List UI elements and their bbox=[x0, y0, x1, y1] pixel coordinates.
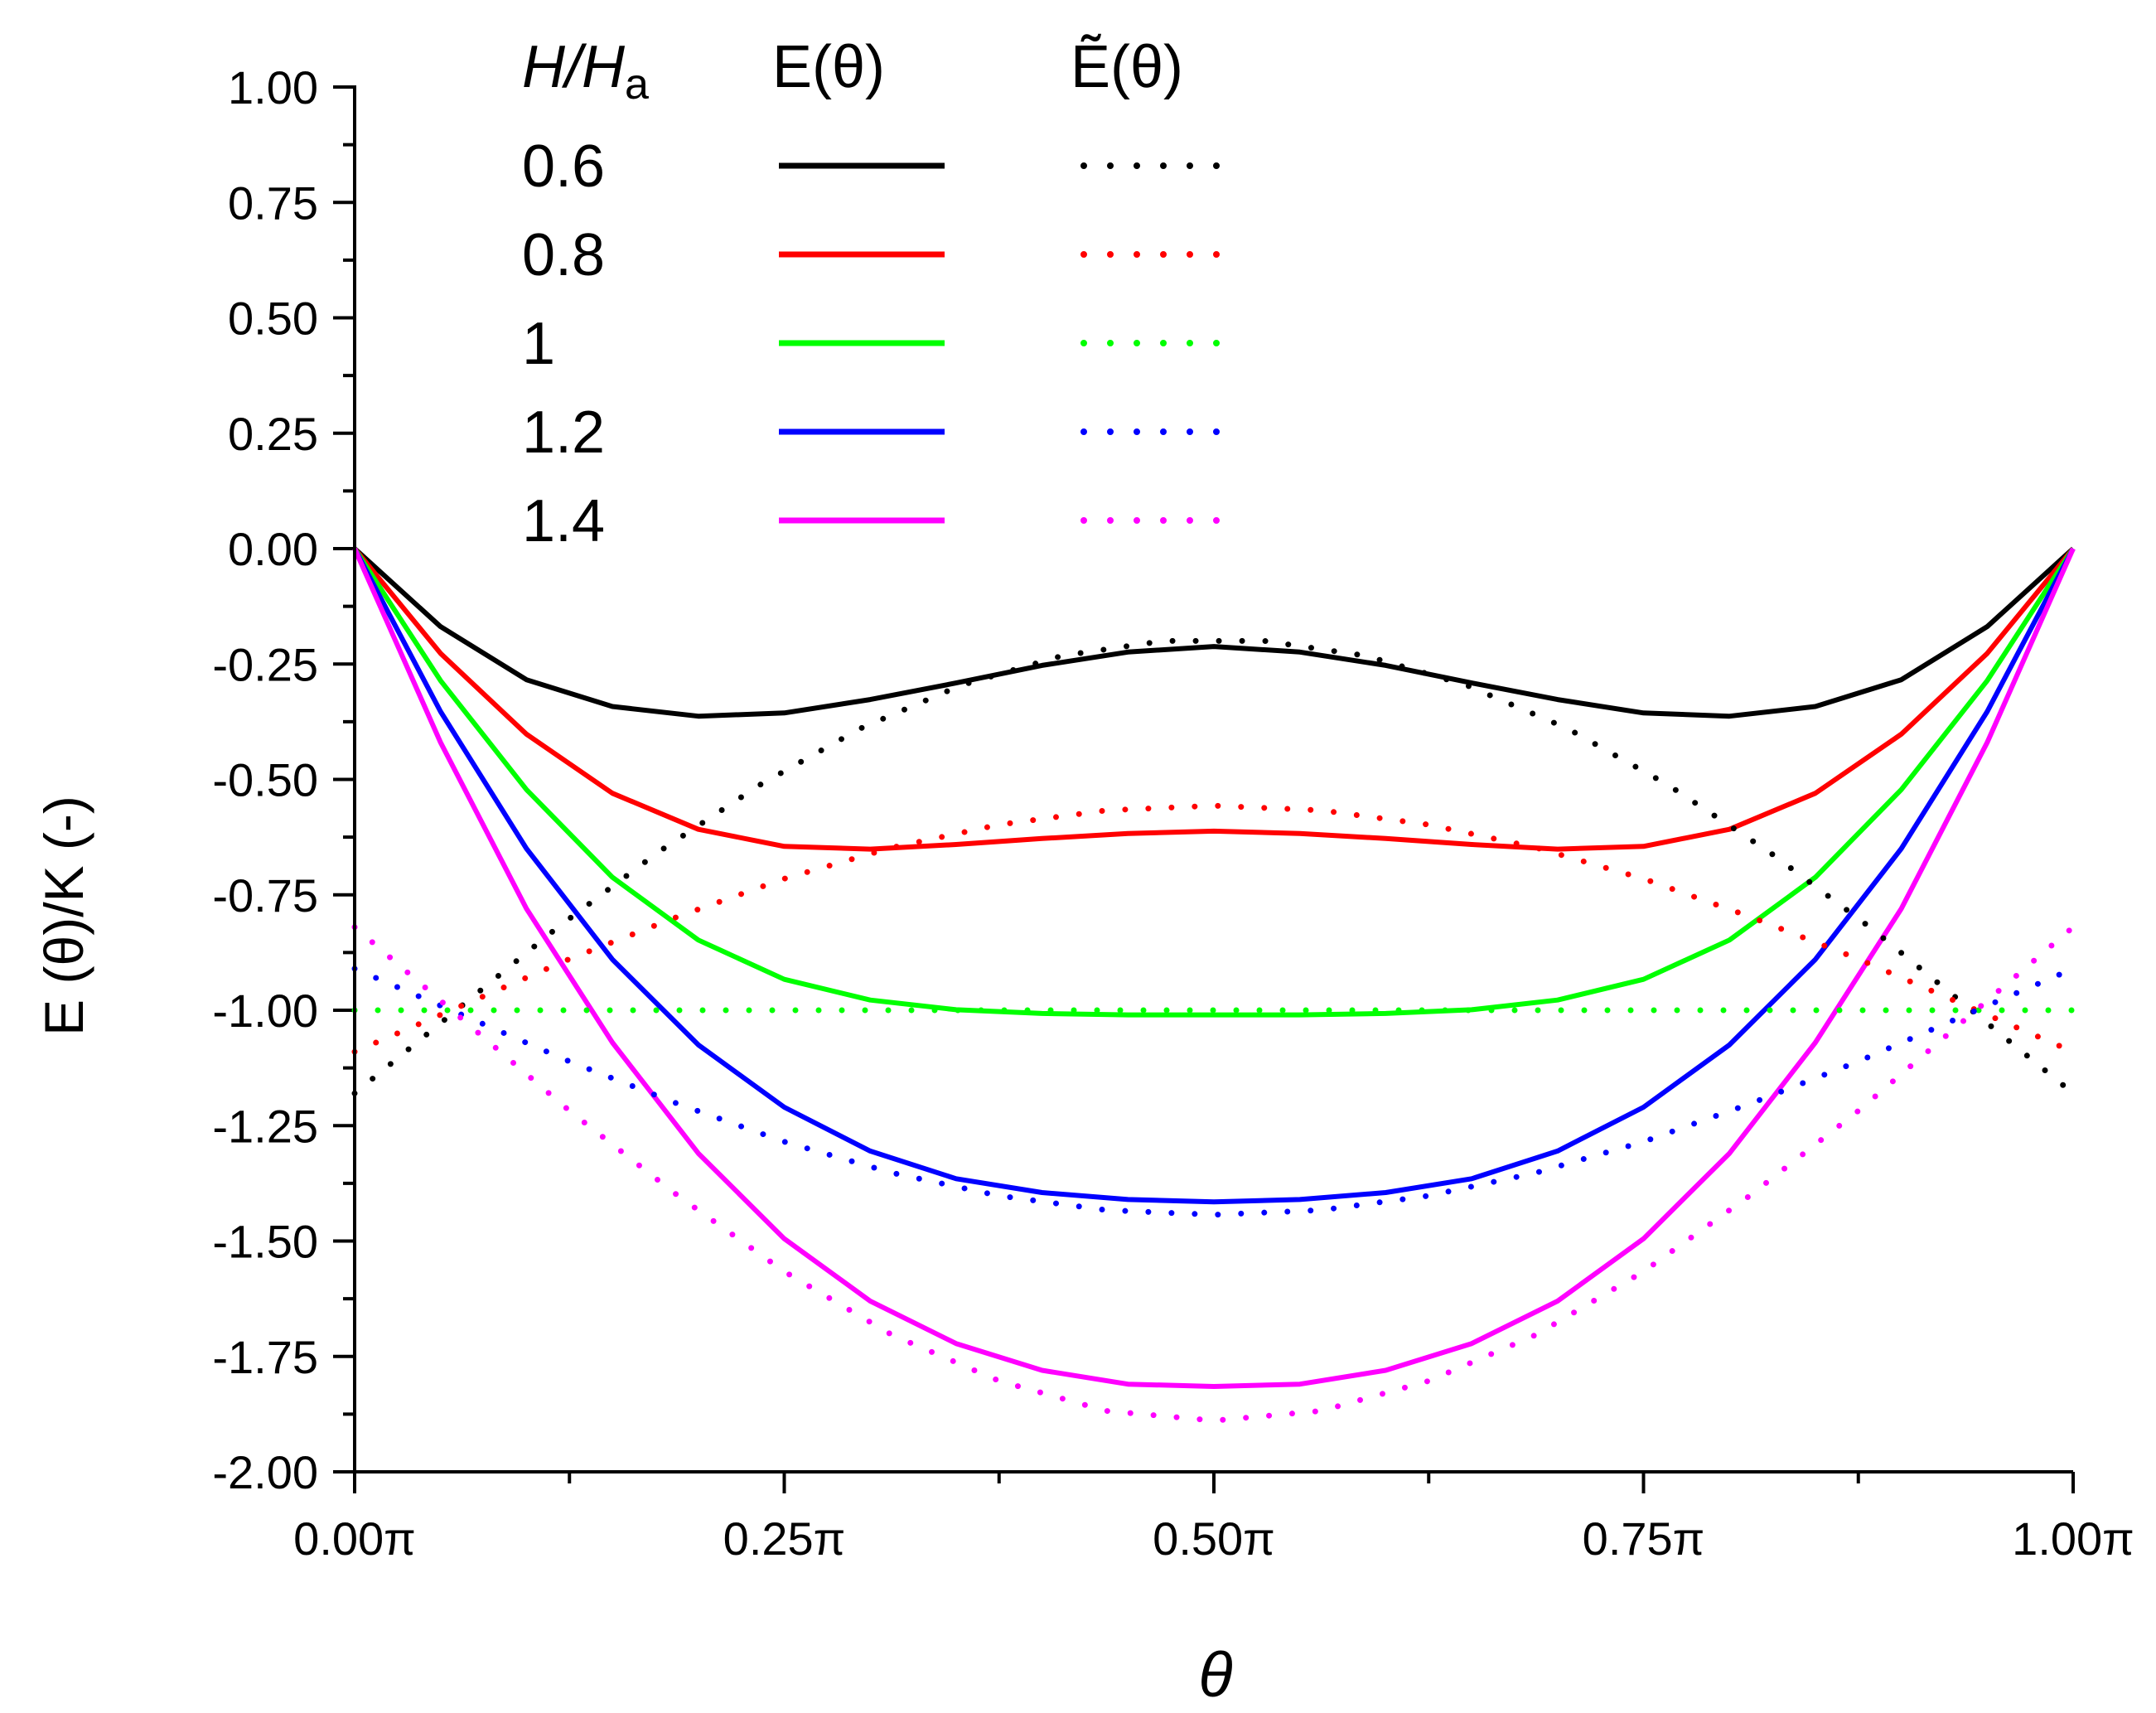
legend-label: 1.2 bbox=[522, 399, 605, 466]
series-layer bbox=[351, 546, 2076, 1424]
legend-header-approx: E͂(θ) bbox=[1071, 34, 1183, 100]
legend-label: 1.4 bbox=[522, 488, 605, 554]
approx-series-line-1.4 bbox=[351, 924, 2076, 1424]
y-tick-label: 0.25 bbox=[228, 408, 318, 460]
y-tick-label: -0.25 bbox=[212, 638, 318, 690]
exact-series-line-1.2 bbox=[352, 547, 2076, 1205]
y-tick-label: -0.75 bbox=[212, 869, 318, 922]
legend: H/Ha E(θ) E͂(θ) 0.6 0.8 1 1.2 1.4 bbox=[522, 34, 1221, 554]
legend-label: 0.8 bbox=[522, 222, 605, 288]
axis-ticks bbox=[333, 85, 2075, 1493]
exact-series-line-1 bbox=[352, 547, 2076, 1018]
x-tick-label: 0.25π bbox=[723, 1512, 846, 1565]
legend-label: 1 bbox=[522, 311, 555, 377]
exact-series-line-0.6 bbox=[352, 546, 2076, 719]
x-tick-label: 0.00π bbox=[293, 1512, 416, 1565]
y-tick-label: -1.50 bbox=[212, 1216, 318, 1268]
legend-label: 0.6 bbox=[522, 133, 605, 200]
y-tick-label: 0.75 bbox=[228, 177, 318, 229]
legend-header-exact: E(θ) bbox=[772, 34, 885, 100]
y-tick-label: -0.50 bbox=[212, 754, 318, 806]
legend-rows: 0.6 0.8 1 1.2 1.4 bbox=[522, 133, 1221, 554]
y-tick-label: -2.00 bbox=[212, 1446, 318, 1498]
legend-header-param-sub: a bbox=[625, 60, 649, 109]
y-tick-label: -1.00 bbox=[212, 985, 318, 1037]
tick-labels: 1.00 0.75 0.50 0.25 0.00 -0.25 -0.50 -0.75 -1.00… bbox=[212, 61, 2134, 1565]
exact-series-line-0.8 bbox=[352, 547, 2076, 852]
y-tick-label: -1.25 bbox=[212, 1100, 318, 1152]
y-tick-label: 0.50 bbox=[228, 293, 318, 345]
y-tick-label: 1.00 bbox=[228, 61, 318, 114]
legend-header-param: H/Ha bbox=[522, 34, 649, 109]
exact-series-line-1.4 bbox=[352, 547, 2076, 1389]
y-axis-title: E (θ)/K (-) bbox=[33, 796, 94, 1036]
x-axis-title: θ bbox=[1198, 1640, 1232, 1711]
x-tick-label: 0.75π bbox=[1583, 1512, 1705, 1565]
y-tick-label: -1.75 bbox=[212, 1331, 318, 1383]
x-tick-label: 0.50π bbox=[1153, 1512, 1275, 1565]
x-tick-label: 1.00π bbox=[2012, 1512, 2134, 1565]
y-tick-label: 0.00 bbox=[228, 523, 318, 575]
legend-header-param-main: H/H bbox=[522, 34, 626, 100]
axes bbox=[353, 85, 2073, 1473]
